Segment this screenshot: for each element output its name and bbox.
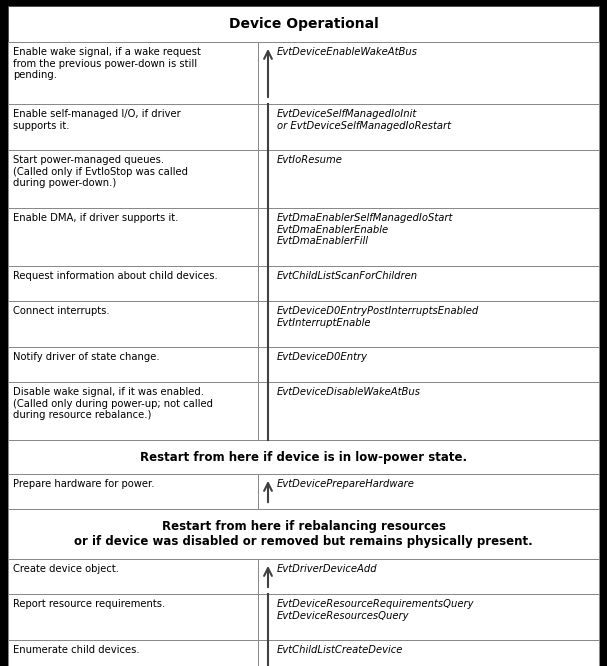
Text: Enumerate child devices.: Enumerate child devices. xyxy=(13,645,140,655)
Text: Enable wake signal, if a wake request
from the previous power-down is still
pend: Enable wake signal, if a wake request fr… xyxy=(13,47,201,80)
Bar xyxy=(258,208,599,266)
Bar xyxy=(258,266,599,301)
Bar xyxy=(8,6,599,42)
Bar xyxy=(8,474,258,509)
Text: EvtDeviceResourceRequirementsQuery
EvtDeviceResourcesQuery: EvtDeviceResourceRequirementsQuery EvtDe… xyxy=(277,599,475,621)
Text: EvtDriverDeviceAdd: EvtDriverDeviceAdd xyxy=(277,564,378,574)
Bar xyxy=(8,509,599,559)
Text: Disable wake signal, if it was enabled.
(Called only during power-up; not called: Disable wake signal, if it was enabled. … xyxy=(13,387,213,420)
Text: EvtDeviceEnableWakeAtBus: EvtDeviceEnableWakeAtBus xyxy=(277,47,418,57)
Text: Device Operational: Device Operational xyxy=(229,17,378,31)
Bar xyxy=(258,474,599,509)
Text: Restart from here if rebalancing resources
or if device was disabled or removed : Restart from here if rebalancing resourc… xyxy=(74,520,533,548)
Bar xyxy=(258,301,599,347)
Text: Enable DMA, if driver supports it.: Enable DMA, if driver supports it. xyxy=(13,213,178,223)
Text: EvtChildListScanForChildren: EvtChildListScanForChildren xyxy=(277,271,418,281)
Text: Start power-managed queues.
(Called only if EvtIoStop was called
during power-do: Start power-managed queues. (Called only… xyxy=(13,155,188,188)
Bar xyxy=(8,42,258,104)
Text: Connect interrupts.: Connect interrupts. xyxy=(13,306,110,316)
Text: EvtDmaEnablerSelfManagedIoStart
EvtDmaEnablerEnable
EvtDmaEnablerFill: EvtDmaEnablerSelfManagedIoStart EvtDmaEn… xyxy=(277,213,453,246)
Text: Create device object.: Create device object. xyxy=(13,564,119,574)
Bar xyxy=(258,150,599,208)
Bar xyxy=(258,640,599,666)
Text: EvtDeviceSelfManagedIoInit
or EvtDeviceSelfManagedIoRestart: EvtDeviceSelfManagedIoInit or EvtDeviceS… xyxy=(277,109,451,131)
Text: EvtIoResume: EvtIoResume xyxy=(277,155,343,165)
Bar xyxy=(258,559,599,594)
Text: EvtChildListCreateDevice: EvtChildListCreateDevice xyxy=(277,645,404,655)
Text: EvtDeviceDisableWakeAtBus: EvtDeviceDisableWakeAtBus xyxy=(277,387,421,397)
Bar xyxy=(8,594,258,640)
Text: Report resource requirements.: Report resource requirements. xyxy=(13,599,165,609)
Bar xyxy=(258,382,599,440)
Bar xyxy=(8,150,258,208)
Text: Restart from here if device is in low-power state.: Restart from here if device is in low-po… xyxy=(140,450,467,464)
Bar xyxy=(8,301,258,347)
Text: EvtDevicePrepareHardware: EvtDevicePrepareHardware xyxy=(277,479,415,489)
Bar xyxy=(8,104,258,150)
Bar xyxy=(8,347,258,382)
Bar xyxy=(8,266,258,301)
Bar xyxy=(8,640,258,666)
Bar xyxy=(8,382,258,440)
Bar xyxy=(258,594,599,640)
Text: EvtDeviceD0EntryPostInterruptsEnabled
EvtInterruptEnable: EvtDeviceD0EntryPostInterruptsEnabled Ev… xyxy=(277,306,480,328)
Text: Request information about child devices.: Request information about child devices. xyxy=(13,271,218,281)
Bar xyxy=(258,347,599,382)
Text: Enable self-managed I/O, if driver
supports it.: Enable self-managed I/O, if driver suppo… xyxy=(13,109,181,131)
Text: Prepare hardware for power.: Prepare hardware for power. xyxy=(13,479,155,489)
Bar xyxy=(258,104,599,150)
Text: Notify driver of state change.: Notify driver of state change. xyxy=(13,352,160,362)
Bar xyxy=(8,440,599,474)
Text: EvtDeviceD0Entry: EvtDeviceD0Entry xyxy=(277,352,368,362)
Bar xyxy=(8,208,258,266)
Bar xyxy=(258,42,599,104)
Bar xyxy=(8,559,258,594)
